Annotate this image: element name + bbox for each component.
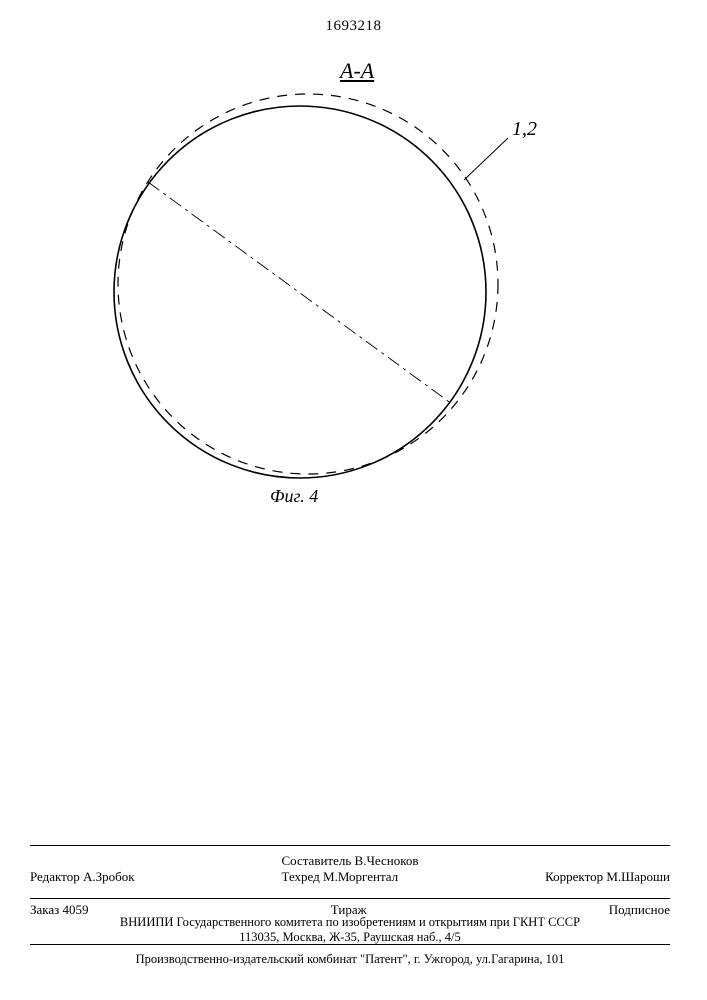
separator-3 <box>30 944 670 945</box>
separator-1 <box>30 845 670 846</box>
section-label: А-А <box>340 58 374 84</box>
dashed-circle <box>118 94 498 474</box>
institution-line1: ВНИИПИ Государственного комитета по изоб… <box>30 915 670 930</box>
institution-block: ВНИИПИ Государственного комитета по изоб… <box>30 915 670 945</box>
figure-svg <box>60 60 540 500</box>
page: 1693218 А-А 1,2 Фиг. 4 Составитель В.Чес… <box>0 0 707 1000</box>
diameter-line <box>148 182 452 404</box>
figure-caption: Фиг. 4 <box>270 486 318 507</box>
leader-line <box>464 138 508 180</box>
callout-label: 1,2 <box>512 118 537 141</box>
tech-editor: Техред М.Моргентал <box>282 869 399 885</box>
document-number: 1693218 <box>0 18 707 35</box>
corrector: Корректор М.Шароши <box>545 869 670 885</box>
compiler: Составитель В.Чесноков <box>30 853 670 869</box>
editor: Редактор А.Зробок <box>30 869 135 885</box>
credits-block: Составитель В.Чесноков Редактор А.Зробок… <box>30 852 670 885</box>
separator-2 <box>30 898 670 899</box>
figure-diagram: А-А 1,2 Фиг. 4 <box>60 60 540 500</box>
solid-circle <box>114 106 486 478</box>
institution-line2: 113035, Москва, Ж-35, Раушская наб., 4/5 <box>30 930 670 945</box>
publisher-line: Производственно-издательский комбинат "П… <box>30 952 670 967</box>
